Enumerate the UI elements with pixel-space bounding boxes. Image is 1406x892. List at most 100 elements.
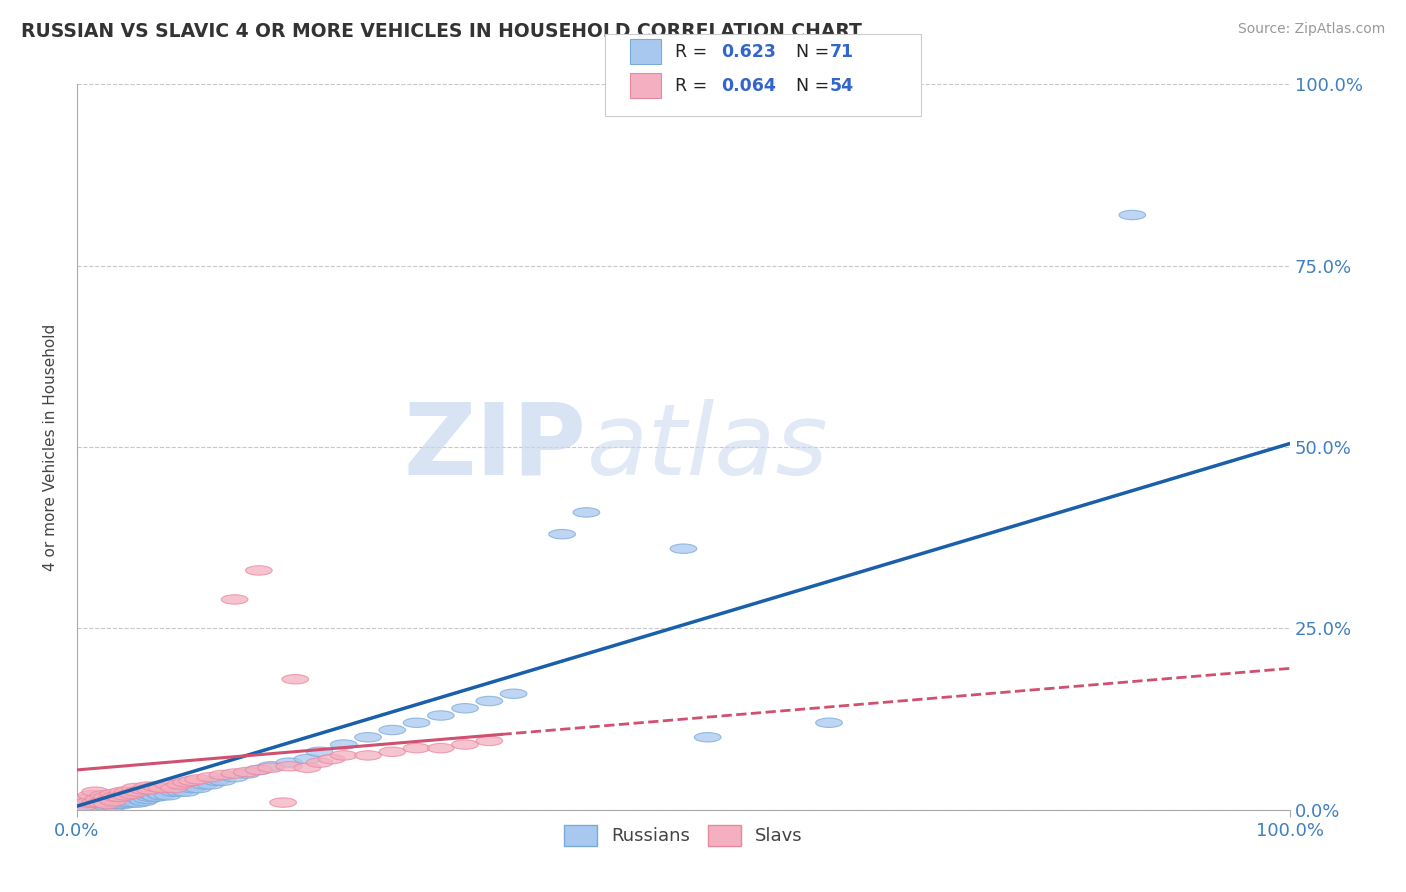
Ellipse shape	[167, 780, 194, 789]
Ellipse shape	[197, 780, 224, 789]
Ellipse shape	[124, 790, 150, 800]
Ellipse shape	[112, 797, 139, 807]
Ellipse shape	[501, 689, 527, 698]
Ellipse shape	[110, 799, 136, 809]
Ellipse shape	[1119, 211, 1146, 219]
Ellipse shape	[94, 797, 121, 805]
Ellipse shape	[155, 790, 181, 800]
Text: R =: R =	[675, 43, 713, 61]
Ellipse shape	[94, 802, 121, 811]
Text: 54: 54	[830, 77, 853, 95]
Ellipse shape	[94, 792, 121, 802]
Ellipse shape	[233, 769, 260, 778]
Ellipse shape	[112, 792, 139, 802]
Ellipse shape	[87, 799, 114, 809]
Text: RUSSIAN VS SLAVIC 4 OR MORE VEHICLES IN HOUSEHOLD CORRELATION CHART: RUSSIAN VS SLAVIC 4 OR MORE VEHICLES IN …	[21, 22, 862, 41]
Ellipse shape	[354, 732, 381, 742]
Y-axis label: 4 or more Vehicles in Household: 4 or more Vehicles in Household	[44, 324, 58, 571]
Ellipse shape	[149, 790, 176, 800]
Ellipse shape	[87, 797, 114, 807]
Ellipse shape	[160, 783, 187, 793]
Ellipse shape	[97, 799, 124, 809]
Ellipse shape	[134, 794, 160, 804]
Ellipse shape	[127, 794, 153, 804]
Ellipse shape	[191, 780, 218, 789]
Ellipse shape	[134, 782, 160, 791]
Ellipse shape	[136, 792, 163, 802]
Ellipse shape	[246, 566, 273, 575]
Ellipse shape	[124, 797, 150, 807]
Ellipse shape	[139, 790, 166, 800]
Ellipse shape	[82, 797, 108, 807]
Ellipse shape	[380, 747, 406, 756]
Ellipse shape	[318, 755, 344, 764]
Ellipse shape	[270, 797, 297, 807]
Ellipse shape	[246, 765, 273, 774]
Ellipse shape	[69, 802, 96, 811]
Ellipse shape	[79, 799, 105, 809]
Text: N =: N =	[785, 43, 834, 61]
Ellipse shape	[221, 595, 247, 604]
Ellipse shape	[294, 755, 321, 764]
Ellipse shape	[671, 544, 697, 553]
Ellipse shape	[114, 797, 141, 805]
Ellipse shape	[100, 797, 127, 805]
Ellipse shape	[221, 772, 247, 782]
Ellipse shape	[110, 792, 136, 802]
Ellipse shape	[257, 763, 284, 772]
Ellipse shape	[380, 725, 406, 735]
Ellipse shape	[118, 789, 145, 798]
Text: 0.623: 0.623	[721, 43, 776, 61]
Ellipse shape	[114, 787, 141, 797]
Text: atlas: atlas	[586, 399, 828, 496]
Ellipse shape	[404, 718, 430, 728]
Ellipse shape	[477, 697, 503, 706]
Ellipse shape	[73, 797, 100, 807]
Ellipse shape	[427, 711, 454, 720]
Ellipse shape	[110, 787, 136, 797]
Ellipse shape	[94, 799, 121, 809]
Ellipse shape	[76, 802, 103, 811]
Ellipse shape	[105, 797, 132, 807]
Ellipse shape	[122, 783, 149, 793]
Ellipse shape	[103, 799, 129, 809]
Ellipse shape	[131, 785, 157, 794]
Ellipse shape	[477, 736, 503, 746]
Ellipse shape	[82, 802, 108, 811]
Ellipse shape	[197, 772, 224, 782]
Ellipse shape	[76, 797, 103, 807]
Ellipse shape	[131, 797, 157, 805]
Ellipse shape	[404, 743, 430, 753]
Ellipse shape	[209, 776, 236, 786]
Ellipse shape	[548, 530, 575, 539]
Ellipse shape	[97, 794, 124, 804]
Ellipse shape	[354, 751, 381, 760]
Ellipse shape	[103, 794, 129, 804]
Ellipse shape	[122, 794, 149, 804]
Ellipse shape	[142, 782, 169, 791]
Legend: Russians, Slavs: Russians, Slavs	[557, 818, 810, 853]
Text: ZIP: ZIP	[404, 399, 586, 496]
Ellipse shape	[124, 787, 150, 797]
Ellipse shape	[86, 802, 112, 811]
Ellipse shape	[173, 787, 200, 797]
Ellipse shape	[103, 792, 129, 802]
Ellipse shape	[90, 790, 117, 800]
Ellipse shape	[87, 794, 114, 804]
Ellipse shape	[97, 794, 124, 804]
Ellipse shape	[160, 787, 187, 797]
Ellipse shape	[257, 762, 284, 771]
Text: 71: 71	[830, 43, 853, 61]
Ellipse shape	[146, 789, 173, 798]
Ellipse shape	[114, 790, 141, 800]
Ellipse shape	[695, 732, 721, 742]
Text: N =: N =	[785, 77, 834, 95]
Ellipse shape	[82, 797, 108, 807]
Ellipse shape	[112, 790, 139, 800]
Ellipse shape	[90, 799, 117, 809]
Ellipse shape	[142, 792, 169, 802]
Ellipse shape	[276, 758, 302, 767]
Ellipse shape	[82, 787, 108, 797]
Text: Source: ZipAtlas.com: Source: ZipAtlas.com	[1237, 22, 1385, 37]
Text: 0.064: 0.064	[721, 77, 776, 95]
